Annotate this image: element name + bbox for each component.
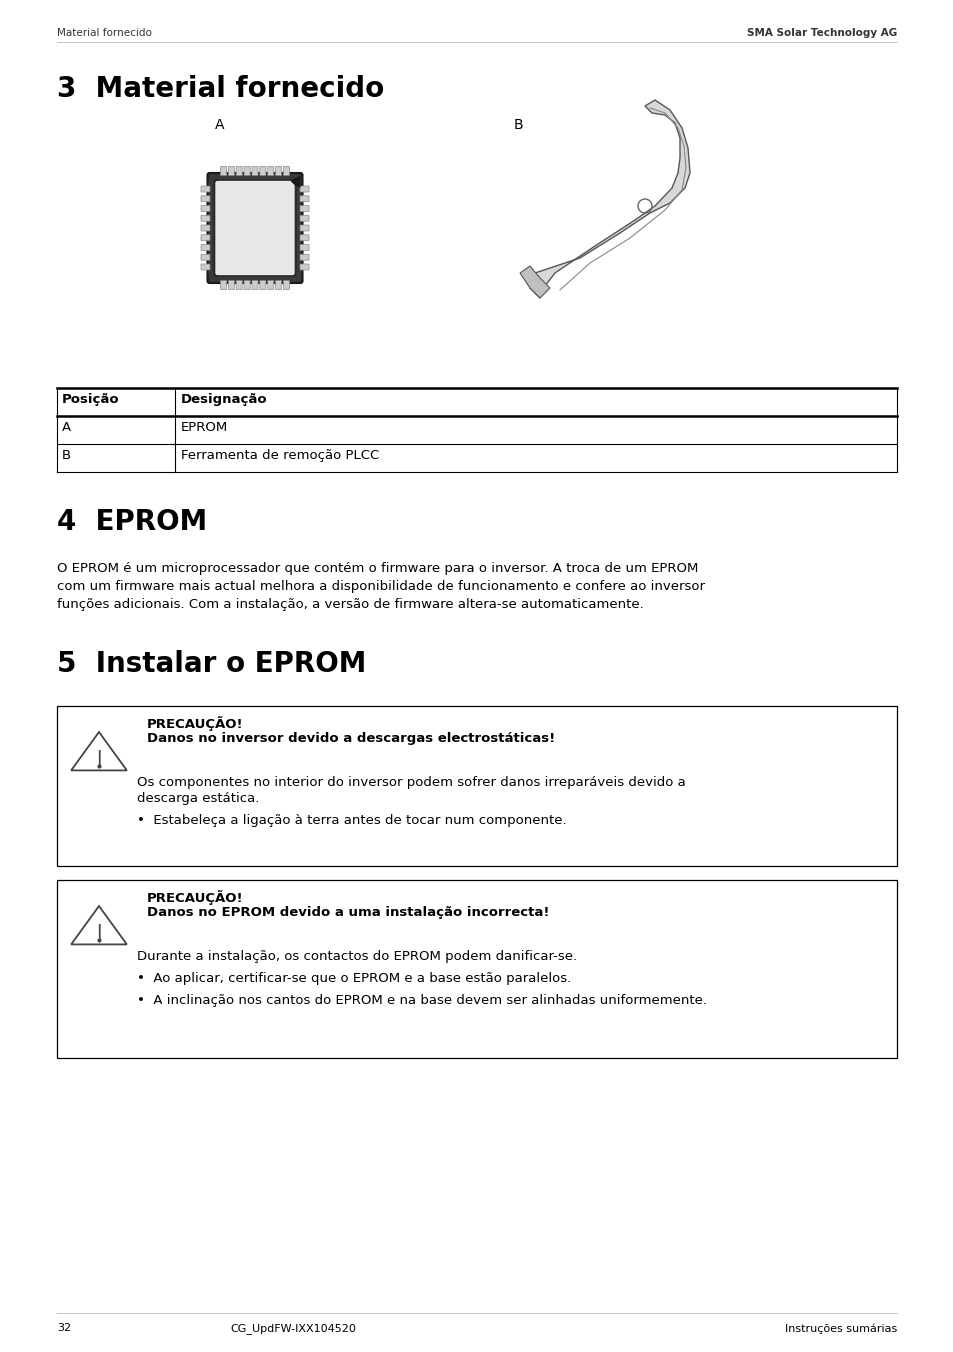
FancyBboxPatch shape xyxy=(283,280,289,289)
FancyBboxPatch shape xyxy=(299,235,309,241)
Text: Instruções sumárias: Instruções sumárias xyxy=(784,1324,896,1333)
FancyBboxPatch shape xyxy=(201,245,210,250)
FancyBboxPatch shape xyxy=(275,280,281,289)
Text: 5  Instalar o EPROM: 5 Instalar o EPROM xyxy=(57,650,366,677)
Text: Material fornecido: Material fornecido xyxy=(57,28,152,38)
Text: descarga estática.: descarga estática. xyxy=(137,792,259,804)
FancyBboxPatch shape xyxy=(228,280,234,289)
Text: funções adicionais. Com a instalação, a versão de firmware altera-se automaticam: funções adicionais. Com a instalação, a … xyxy=(57,598,643,611)
Text: A: A xyxy=(215,118,225,132)
Text: Designação: Designação xyxy=(181,393,268,406)
FancyBboxPatch shape xyxy=(201,196,210,201)
Text: 4  EPROM: 4 EPROM xyxy=(57,508,207,535)
FancyBboxPatch shape xyxy=(244,166,250,176)
Polygon shape xyxy=(530,100,689,297)
Text: B: B xyxy=(62,449,71,462)
FancyBboxPatch shape xyxy=(201,264,210,270)
Bar xyxy=(57,706,896,867)
FancyBboxPatch shape xyxy=(201,215,210,222)
FancyBboxPatch shape xyxy=(236,280,242,289)
Text: A: A xyxy=(62,420,71,434)
FancyBboxPatch shape xyxy=(299,264,309,270)
Text: |: | xyxy=(96,749,102,765)
Text: EPROM: EPROM xyxy=(181,420,228,434)
Text: 3  Material fornecido: 3 Material fornecido xyxy=(57,74,384,103)
Polygon shape xyxy=(291,174,300,188)
FancyBboxPatch shape xyxy=(299,206,309,211)
Text: B: B xyxy=(513,118,522,132)
FancyBboxPatch shape xyxy=(299,187,309,192)
Text: com um firmware mais actual melhora a disponibilidade de funcionamento e confere: com um firmware mais actual melhora a di… xyxy=(57,580,704,594)
Text: Posição: Posição xyxy=(62,393,119,406)
Text: Durante a instalação, os contactos do EPROM podem danificar-se.: Durante a instalação, os contactos do EP… xyxy=(137,950,577,963)
FancyBboxPatch shape xyxy=(252,280,257,289)
FancyBboxPatch shape xyxy=(259,280,266,289)
Text: PRECAUÇÃO!: PRECAUÇÃO! xyxy=(147,717,243,731)
FancyBboxPatch shape xyxy=(259,166,266,176)
Bar xyxy=(57,880,896,1059)
FancyBboxPatch shape xyxy=(299,245,309,250)
Text: •  Ao aplicar, certificar-se que o EPROM e a base estão paralelos.: • Ao aplicar, certificar-se que o EPROM … xyxy=(137,972,571,986)
FancyBboxPatch shape xyxy=(275,166,281,176)
Text: Ferramenta de remoção PLCC: Ferramenta de remoção PLCC xyxy=(181,449,379,462)
Text: Danos no EPROM devido a uma instalação incorrecta!: Danos no EPROM devido a uma instalação i… xyxy=(147,906,549,919)
FancyBboxPatch shape xyxy=(299,224,309,231)
FancyBboxPatch shape xyxy=(201,187,210,192)
FancyBboxPatch shape xyxy=(214,180,295,276)
Text: O EPROM é um microprocessador que contém o firmware para o inversor. A troca de : O EPROM é um microprocessador que contém… xyxy=(57,562,698,575)
FancyBboxPatch shape xyxy=(268,280,274,289)
FancyBboxPatch shape xyxy=(220,166,226,176)
FancyBboxPatch shape xyxy=(208,173,302,283)
Polygon shape xyxy=(519,266,550,297)
Text: PRECAUÇÃO!: PRECAUÇÃO! xyxy=(147,890,243,904)
FancyBboxPatch shape xyxy=(201,254,210,260)
FancyBboxPatch shape xyxy=(201,224,210,231)
FancyBboxPatch shape xyxy=(201,235,210,241)
Text: •  A inclinação nos cantos do EPROM e na base devem ser alinhadas uniformemente.: • A inclinação nos cantos do EPROM e na … xyxy=(137,994,706,1007)
FancyBboxPatch shape xyxy=(252,166,257,176)
FancyBboxPatch shape xyxy=(268,166,274,176)
FancyBboxPatch shape xyxy=(214,180,295,276)
FancyBboxPatch shape xyxy=(201,206,210,211)
FancyBboxPatch shape xyxy=(299,254,309,260)
Text: 32: 32 xyxy=(57,1324,71,1333)
Text: Os componentes no interior do inversor podem sofrer danos irreparáveis devido a: Os componentes no interior do inversor p… xyxy=(137,776,685,790)
Text: •  Estabeleça a ligação à terra antes de tocar num componente.: • Estabeleça a ligação à terra antes de … xyxy=(137,814,566,827)
FancyBboxPatch shape xyxy=(283,166,289,176)
Text: SMA Solar Technology AG: SMA Solar Technology AG xyxy=(746,28,896,38)
FancyBboxPatch shape xyxy=(299,196,309,201)
FancyBboxPatch shape xyxy=(244,280,250,289)
FancyBboxPatch shape xyxy=(220,280,226,289)
Text: CG_UpdFW-IXX104520: CG_UpdFW-IXX104520 xyxy=(230,1324,355,1334)
Text: |: | xyxy=(96,923,102,940)
FancyBboxPatch shape xyxy=(236,166,242,176)
FancyBboxPatch shape xyxy=(299,215,309,222)
FancyBboxPatch shape xyxy=(228,166,234,176)
Text: Danos no inversor devido a descargas electrostáticas!: Danos no inversor devido a descargas ele… xyxy=(147,731,555,745)
